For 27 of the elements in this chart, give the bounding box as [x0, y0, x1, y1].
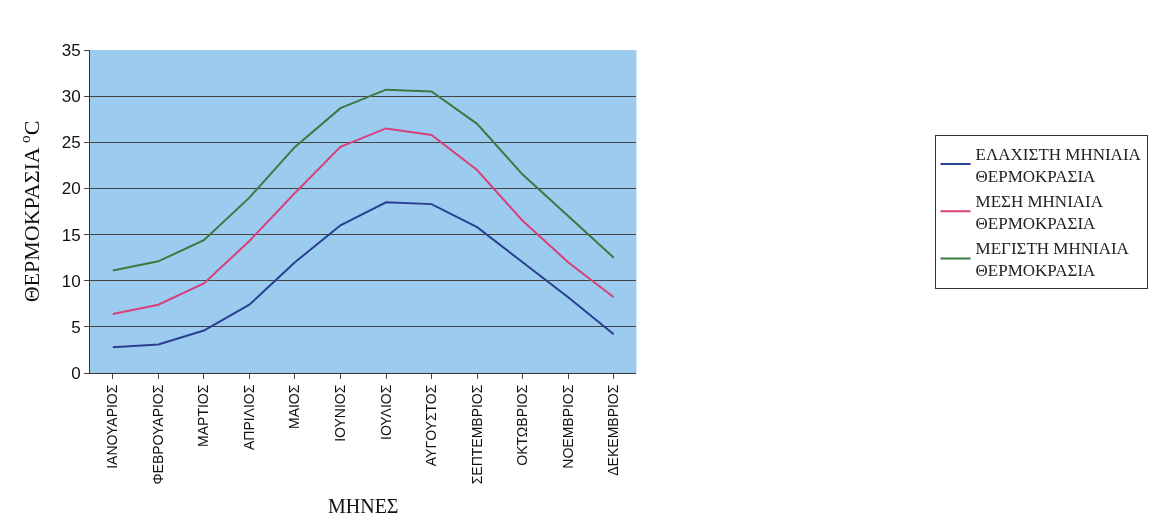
- y-tick-label: 0: [71, 363, 81, 383]
- x-tick-label: ΔΕΚΕΜΒΡΙΟΣ: [605, 384, 622, 476]
- y-tick-label: 35: [61, 40, 81, 60]
- y-tick-label: 5: [71, 317, 81, 337]
- line-series: [111, 201, 615, 349]
- x-tick-label: ΟΚΤΩΒΡΙΟΣ: [514, 384, 531, 466]
- y-tick-label: 15: [61, 225, 81, 245]
- y-tick-label: 30: [61, 87, 81, 107]
- line-series: [111, 127, 615, 315]
- x-tick-label: ΑΠΡΙΛΙΟΣ: [240, 384, 257, 451]
- x-tick-label: ΙΟΥΛΙΟΣ: [377, 384, 394, 441]
- x-tick-label: ΙΑΝΟΥΑΡΙΟΣ: [104, 384, 121, 469]
- x-tick-label: ΝΟΕΜΒΡΙΟΣ: [559, 384, 576, 469]
- x-tick-label: ΣΕΠΤΕΜΒΡΙΟΣ: [468, 384, 485, 485]
- x-tick-label: ΙΟΥΝΙΟΣ: [332, 384, 349, 442]
- x-tick-label: ΜΑΙΟΣ: [286, 384, 303, 430]
- x-tick-label: ΑΥΓΟΥΣΤΟΣ: [423, 384, 440, 467]
- x-axis-title: ΜΗΝΕΣ: [327, 495, 399, 518]
- y-tick-label: 10: [61, 271, 81, 291]
- y-tick-label: 20: [61, 179, 81, 199]
- x-tick-label: ΜΑΡΤΙΟΣ: [195, 384, 212, 447]
- legend-label: ΕΛΑΧΙΣΤΗ ΜΗΝΙΑΙΑ ΘΕΡΜΟΚΡΑΣΙΑ: [975, 144, 1142, 186]
- y-tick-label: 25: [61, 133, 81, 153]
- legend-label: ΜΕΓΙΣΤΗ ΜΗΝΙΑΙΑ ΘΕΡΜΟΚΡΑΣΙΑ: [975, 239, 1130, 281]
- x-tick-label: ΦΕΒΡΟΥΑΡΙΟΣ: [149, 384, 166, 485]
- legend-label: ΜΕΣΗ ΜΗΝΙΑΙΑ ΘΕΡΜΟΚΡΑΣΙΑ: [975, 191, 1104, 233]
- line-series: [111, 88, 615, 272]
